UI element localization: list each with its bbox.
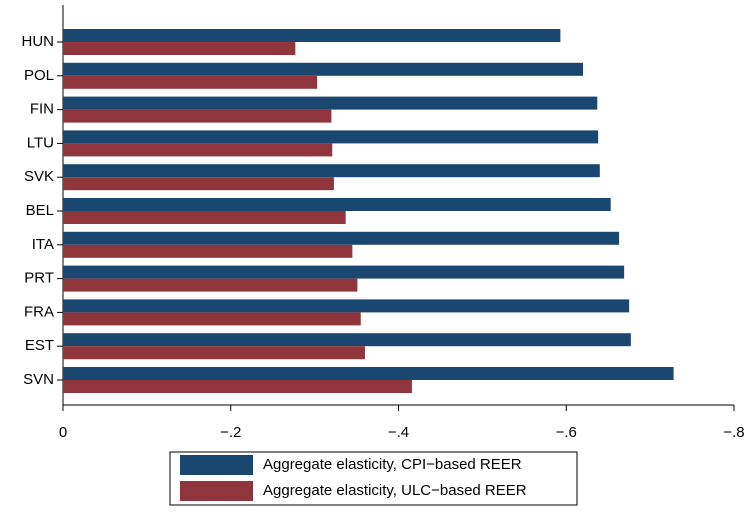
legend-swatch: [180, 455, 253, 475]
bar: [63, 75, 318, 89]
bar: [63, 346, 365, 360]
y-tick-label: SVK: [24, 168, 54, 185]
bar: [63, 143, 333, 157]
legend-label: Aggregate elasticity, ULC−based REER: [263, 482, 527, 499]
bar: [63, 198, 611, 211]
x-tick-label: −.6: [556, 424, 577, 441]
bar: [63, 299, 630, 313]
y-tick-label: POL: [24, 67, 54, 84]
bar: [63, 380, 412, 393]
y-tick-label: FIN: [30, 101, 54, 118]
bar: [63, 42, 296, 55]
bar: [63, 96, 598, 110]
bar: [63, 278, 358, 292]
y-tick-label: ITA: [32, 236, 54, 253]
bar: [63, 62, 584, 76]
y-tick-label: LTU: [27, 134, 54, 151]
bar: [63, 177, 334, 191]
y-tick-label: HUN: [22, 33, 55, 50]
legend-label: Aggregate elasticity, CPI−based REER: [263, 456, 522, 473]
x-tick-label: −.8: [723, 424, 744, 441]
bar: [63, 211, 346, 224]
bar: [63, 367, 674, 380]
legend-swatch: [180, 481, 253, 501]
y-tick-label: PRT: [24, 270, 54, 287]
y-tick-label: FRA: [24, 303, 54, 320]
x-tick-label: −.4: [388, 424, 409, 441]
bar: [63, 109, 332, 123]
bar: [63, 164, 600, 178]
y-tick-label: BEL: [26, 202, 54, 219]
y-tick-label: SVN: [23, 371, 54, 388]
bar: [63, 265, 625, 279]
bar: [63, 333, 631, 347]
bar: [63, 29, 561, 42]
x-tick-label: 0: [59, 424, 67, 441]
y-tick-label: EST: [25, 337, 54, 354]
bar: [63, 312, 361, 326]
x-tick-label: −.2: [220, 424, 241, 441]
bar: [63, 231, 620, 245]
bar: [63, 130, 599, 144]
bar: [63, 244, 353, 258]
